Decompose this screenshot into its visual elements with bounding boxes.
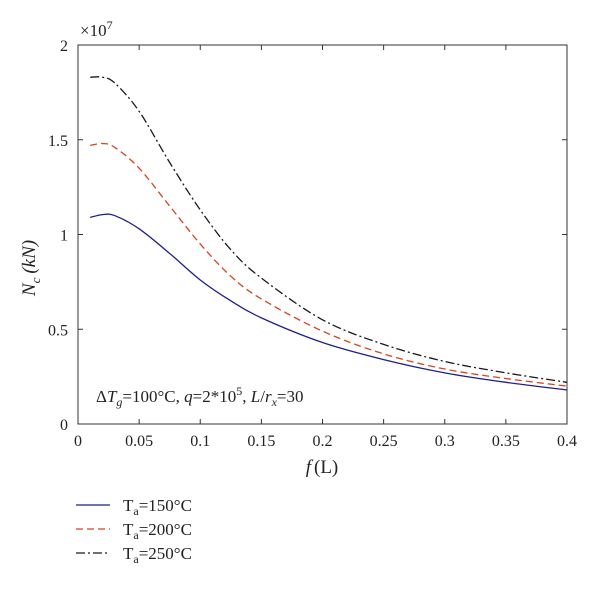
series-layer <box>90 76 568 391</box>
y-tick-label: 2 <box>60 38 68 55</box>
x-tick-label: 0 <box>74 433 82 450</box>
x-tick-label: 0.05 <box>125 433 153 450</box>
y-tick-label: 1.5 <box>48 133 68 150</box>
series-line-3 <box>90 76 568 383</box>
x-tick-label: 0.1 <box>190 433 210 450</box>
legend: Ta=150°CTa=200°CTa=250°C <box>76 496 192 566</box>
x-axis-label: f (L) <box>306 457 339 478</box>
plot-frame <box>77 44 568 425</box>
y-tick-label: 0 <box>60 417 68 434</box>
parameters-annotation: ΔTg=100°C, q=2*105, L/rx=30 <box>96 384 303 409</box>
series-line-2 <box>90 142 568 387</box>
y-tick-label: 0.5 <box>48 322 68 339</box>
x-tick-label: 0.25 <box>370 433 398 450</box>
x-tick-label: 0.4 <box>557 433 577 450</box>
x-tick-label: 0.15 <box>247 433 275 450</box>
legend-label-3: Ta=250°C <box>123 544 192 566</box>
axes-layer: 0 0.05 0.1 0.15 0.2 0.25 0.3 0.35 0.4 0 0.5 1 1.5 2 <box>48 38 577 450</box>
plot-area <box>77 44 568 425</box>
x-tick-label: 0.35 <box>492 433 520 450</box>
legend-label-1: Ta=150°C <box>123 496 192 518</box>
y-multiplier-label: ×107 <box>80 18 113 40</box>
series-line-1 <box>90 213 568 391</box>
y-axis-label: Nc(kN) <box>19 240 43 297</box>
x-tick-label: 0.2 <box>313 433 333 450</box>
legend-label-2: Ta=200°C <box>123 520 192 542</box>
x-tick-label: 0.3 <box>435 433 455 450</box>
y-tick-label: 1 <box>60 228 68 245</box>
